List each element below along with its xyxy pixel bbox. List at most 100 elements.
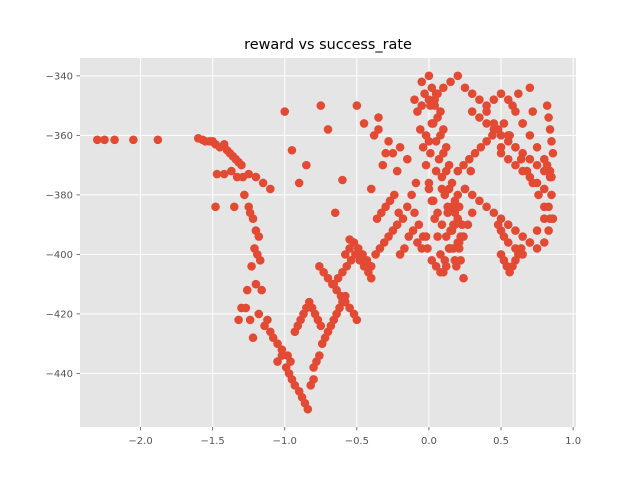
data-point	[336, 291, 346, 301]
y-tick-label: −420	[46, 309, 73, 320]
data-point	[375, 244, 385, 253]
data-point	[319, 267, 328, 277]
data-point	[379, 238, 389, 247]
data-point	[542, 160, 552, 170]
data-point	[427, 256, 437, 265]
data-point	[503, 154, 513, 164]
data-point	[511, 226, 520, 235]
data-point	[424, 71, 434, 81]
data-point	[539, 238, 549, 247]
data-point	[534, 190, 543, 200]
data-point	[439, 83, 448, 93]
data-point	[499, 232, 509, 241]
data-point	[384, 137, 393, 146]
data-point	[424, 95, 434, 104]
data-point	[482, 202, 491, 212]
data-point	[525, 238, 535, 247]
data-point	[548, 214, 558, 223]
data-point	[309, 375, 318, 384]
data-point	[323, 273, 333, 283]
data-point	[446, 77, 455, 87]
data-point	[545, 125, 555, 134]
x-tick-label: −1.0	[273, 436, 297, 447]
data-point	[544, 113, 553, 122]
data-point	[248, 214, 258, 223]
data-point	[503, 238, 513, 247]
scatter-points	[93, 71, 558, 414]
data-point	[398, 214, 408, 223]
data-point	[244, 169, 253, 179]
data-point	[394, 208, 403, 218]
data-point	[410, 208, 419, 218]
data-point	[496, 131, 506, 140]
data-point	[229, 202, 239, 212]
y-tick-label: −360	[46, 131, 73, 142]
data-point	[366, 262, 376, 271]
data-point	[414, 220, 424, 229]
data-point	[378, 160, 388, 170]
x-tick-label: −0.5	[345, 436, 369, 447]
data-point	[482, 137, 491, 146]
data-point	[423, 244, 432, 253]
data-point	[463, 220, 473, 229]
data-point	[366, 273, 376, 283]
data-point	[219, 169, 229, 179]
grid-lines	[80, 58, 576, 427]
data-point	[503, 95, 513, 104]
data-point	[247, 262, 256, 271]
data-point	[514, 89, 523, 99]
data-point	[443, 202, 452, 212]
data-point	[418, 232, 428, 241]
data-point	[428, 196, 438, 206]
data-point	[418, 142, 428, 152]
data-point	[437, 220, 447, 229]
data-point	[544, 226, 553, 235]
data-point	[489, 119, 499, 128]
data-point	[254, 309, 264, 319]
data-point	[545, 172, 555, 182]
data-point	[444, 160, 454, 170]
data-point	[434, 154, 444, 164]
data-point	[338, 175, 347, 185]
data-point	[323, 125, 333, 134]
x-tick-label: 0.5	[493, 436, 509, 447]
data-point	[489, 95, 499, 104]
data-point	[532, 244, 542, 253]
data-point	[525, 154, 535, 164]
data-point	[358, 250, 367, 259]
data-point	[496, 89, 506, 99]
data-point	[345, 244, 354, 253]
data-point	[353, 244, 363, 253]
data-point	[352, 315, 362, 325]
data-point	[277, 345, 287, 354]
data-point	[366, 184, 376, 194]
data-point	[518, 119, 527, 128]
data-point	[525, 83, 535, 93]
data-point	[436, 267, 445, 277]
data-point	[437, 172, 447, 182]
data-point	[420, 89, 429, 99]
data-point	[437, 184, 447, 194]
data-point	[316, 101, 326, 110]
data-point	[459, 273, 468, 283]
x-tick-label: 1.0	[565, 436, 581, 447]
data-point	[518, 166, 527, 176]
data-point	[424, 184, 434, 194]
y-axis: −440 −420 −400 −380 −360 −340	[46, 71, 80, 380]
data-point	[453, 166, 463, 176]
data-point	[489, 208, 499, 218]
data-point	[436, 250, 445, 259]
data-point	[266, 184, 275, 194]
data-point	[381, 202, 390, 212]
data-point	[417, 77, 427, 87]
data-point	[315, 262, 324, 271]
data-point	[258, 178, 268, 188]
data-point	[273, 357, 282, 366]
data-point	[372, 214, 382, 223]
y-tick-label: −380	[46, 190, 73, 201]
data-point	[460, 83, 470, 93]
data-point	[444, 244, 454, 253]
data-point	[345, 303, 354, 313]
x-tick-label: 0.0	[421, 436, 437, 447]
